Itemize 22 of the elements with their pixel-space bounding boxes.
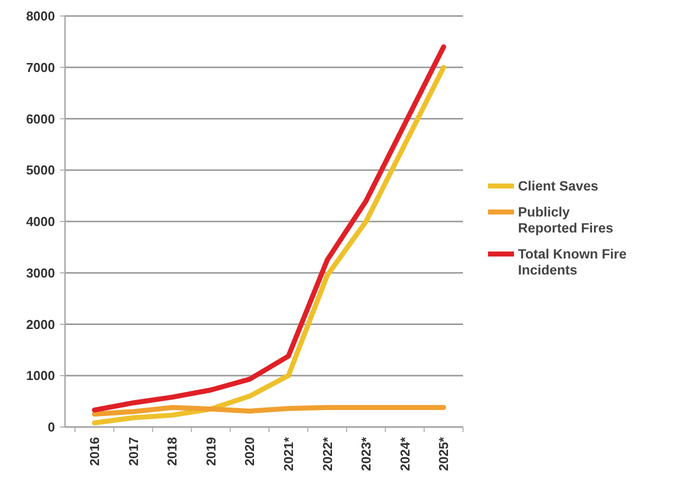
x-tick-label: 2024* xyxy=(397,436,412,471)
x-tick-label: 2021* xyxy=(280,436,296,471)
legend-label: Publicly Reported Fires xyxy=(518,204,614,236)
legend-label: Client Saves xyxy=(518,178,598,194)
y-tick-label: 5000 xyxy=(26,162,55,178)
y-tick-label: 1000 xyxy=(26,368,55,384)
y-tick-label: 0 xyxy=(48,420,55,435)
y-tick-label: 2000 xyxy=(26,316,55,332)
y-tick-label: 8000 xyxy=(26,8,55,24)
x-tick-label: 2018 xyxy=(164,437,180,466)
x-tick-label: 2023* xyxy=(358,436,374,471)
x-tick-label: 2019 xyxy=(203,437,218,466)
x-tick-label: 2017 xyxy=(126,437,141,466)
x-tick-label: 2022* xyxy=(320,436,335,471)
legend-label: Total Known Fire Incidents xyxy=(518,246,627,278)
y-tick-label: 4000 xyxy=(26,214,55,230)
x-tick-label: 2020 xyxy=(242,437,258,466)
y-tick-label: 7000 xyxy=(26,60,55,75)
y-tick-label: 3000 xyxy=(26,265,55,280)
x-tick-label: 2016 xyxy=(86,437,102,466)
x-tick-label: 2025* xyxy=(436,436,452,471)
y-tick-label: 6000 xyxy=(26,111,55,126)
